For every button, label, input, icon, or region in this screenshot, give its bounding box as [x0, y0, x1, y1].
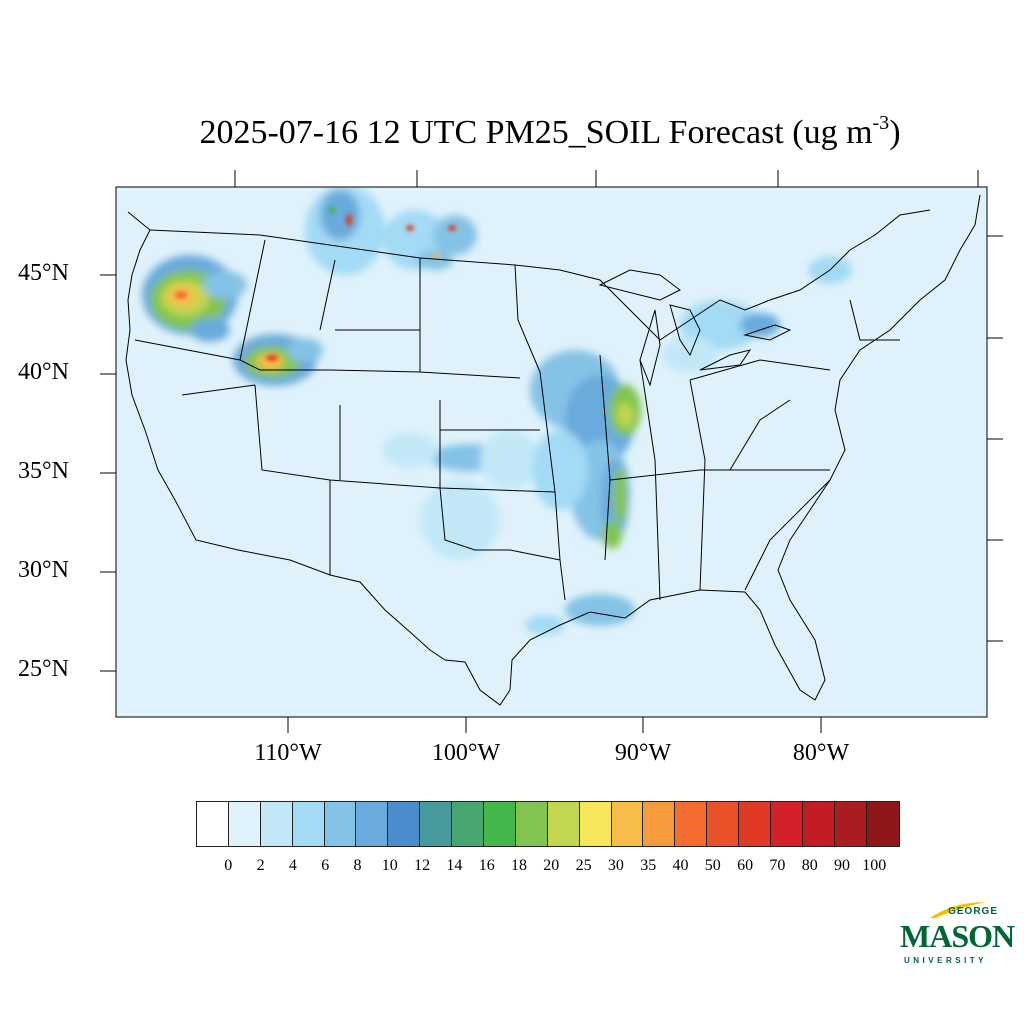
colorbar-cell: [356, 802, 389, 846]
colorbar-label: 20: [543, 857, 560, 874]
colorbar-cell: [771, 802, 803, 846]
colorbar-cell: [739, 802, 772, 846]
colorbar-label: 6: [321, 857, 330, 874]
right-ticks: [987, 235, 1003, 642]
colorbar-cell: [292, 802, 325, 846]
logo-george: GEORGE: [948, 906, 998, 917]
colorbar-label: 18: [511, 857, 527, 874]
lat-label-40: 40°N: [18, 359, 69, 385]
lat-label-30: 30°N: [18, 557, 69, 583]
lat-label-35: 35°N: [18, 458, 69, 484]
colorbar-cell: [834, 802, 867, 846]
colorbar-cell: [866, 802, 899, 846]
colorbar-cell: [579, 802, 612, 846]
colorbar-cell: [802, 802, 835, 846]
logo-university: UNIVERSITY: [904, 956, 988, 965]
pm25-hotspots: [175, 206, 456, 361]
colorbar-label: 2: [256, 857, 265, 874]
bottom-ticks: [287, 717, 822, 733]
colorbar-label: 35: [640, 857, 657, 874]
colorbar-cell: [643, 802, 676, 846]
colorbar-cell: [260, 802, 293, 846]
colorbar-label: 10: [381, 857, 398, 874]
coastlines-borders: [125, 194, 981, 706]
lon-label-110: 110°W: [254, 740, 322, 766]
lon-label-100: 100°W: [431, 740, 501, 766]
colorbar-cell: [707, 802, 740, 846]
lon-label-80: 80°W: [792, 740, 850, 766]
colorbar-cell: [388, 802, 421, 846]
colorbar-label: 100: [862, 857, 887, 874]
colorbar-label: 30: [607, 857, 624, 874]
pm25-field: [142, 187, 852, 635]
lat-label-25: 25°N: [18, 656, 69, 682]
logo-swoosh: [930, 902, 986, 918]
map-border: [115, 186, 988, 718]
lon-label-90: 90°W: [614, 740, 672, 766]
colorbar-label: 25: [575, 857, 592, 874]
colorbar-cell: [611, 802, 644, 846]
colorbar: [196, 801, 900, 847]
gmu-logo: GEORGE MASON UNIVERSITY: [898, 900, 1015, 970]
map-title: 2025-07-16 12 UTC PM25_SOIL Forecast (ug…: [199, 112, 901, 151]
colorbar-label: 60: [737, 857, 754, 874]
colorbar-label: 40: [672, 857, 689, 874]
colorbar-cell: [228, 802, 261, 846]
colorbar-label: 80: [801, 857, 818, 874]
colorbar-label: 8: [353, 857, 362, 874]
colorbar-label: 4: [288, 857, 297, 874]
colorbar-cell: [420, 802, 453, 846]
colorbar-cell: [324, 802, 357, 846]
left-ticks: [100, 274, 116, 672]
colorbar-label: 50: [704, 857, 721, 874]
colorbar-cell: [515, 802, 548, 846]
colorbar-cell: [484, 802, 516, 846]
colorbar-label: 70: [769, 857, 786, 874]
colorbar-cell: [675, 802, 708, 846]
colorbar-label: 0: [224, 857, 233, 874]
colorbar-cell: [452, 802, 485, 846]
colorbar-label: 14: [446, 857, 463, 874]
colorbar-label: 16: [478, 857, 495, 874]
colorbar-label: 12: [414, 857, 431, 874]
colorbar-label: 90: [834, 857, 850, 874]
colorbar-cell: [197, 802, 229, 846]
lat-label-45: 45°N: [18, 260, 69, 286]
top-ticks: [234, 170, 979, 187]
colorbar-cell: [547, 802, 580, 846]
logo-mason: MASON: [900, 918, 1015, 954]
